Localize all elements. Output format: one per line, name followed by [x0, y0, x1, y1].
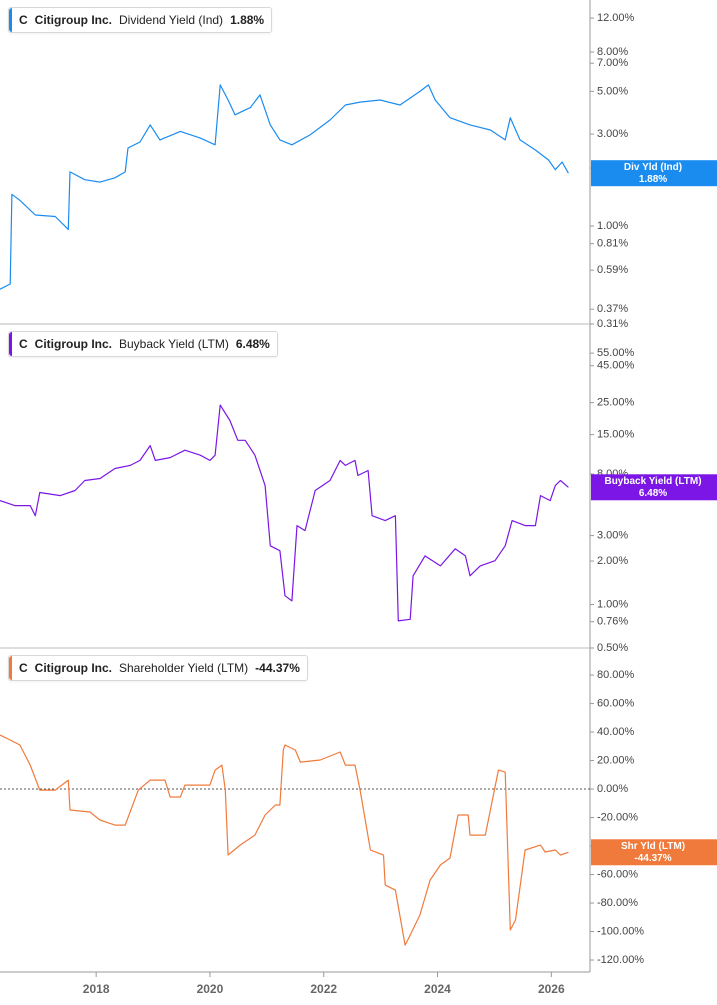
legend-series: Shareholder Yield (LTM) [119, 661, 249, 675]
legend-company: Citigroup Inc. [34, 337, 112, 351]
badge-value: -44.37% [634, 853, 671, 864]
badge-value: 1.88% [639, 174, 667, 185]
legend-value: 6.48% [235, 337, 270, 351]
legend-series: Buyback Yield (LTM) [119, 337, 229, 351]
y-tick-label: 1.00% [597, 598, 628, 610]
y-tick-label: 3.00% [597, 530, 628, 542]
y-tick-label: 60.00% [597, 697, 635, 709]
y-tick-label: 0.37% [597, 303, 628, 315]
y-tick-label: 45.00% [597, 360, 635, 372]
y-tick-label: 8.00% [597, 46, 628, 58]
y-tick-label: 12.00% [597, 12, 635, 24]
legend-company: Citigroup Inc. [34, 13, 112, 27]
legend: C Citigroup Inc. Buyback Yield (LTM) 6.48% [8, 331, 278, 357]
y-tick-label: 0.59% [597, 264, 628, 276]
x-tick-label: 2022 [310, 982, 337, 996]
x-tick-label: 2024 [424, 982, 451, 996]
y-tick-label: 0.76% [597, 616, 628, 628]
y-tick-label: -120.00% [597, 954, 644, 966]
x-tick-label: 2020 [197, 982, 224, 996]
y-tick-label: 3.00% [597, 128, 628, 140]
y-tick-label: 0.00% [597, 783, 628, 795]
y-tick-label: 15.00% [597, 429, 635, 441]
legend-value: -44.37% [255, 661, 300, 675]
legend: C Citigroup Inc. Dividend Yield (Ind) 1.88% [8, 7, 273, 33]
x-tick-label: 2018 [83, 982, 110, 996]
y-tick-label: 5.00% [597, 85, 628, 97]
value-badge [591, 839, 717, 866]
legend-ticker: C [19, 337, 28, 351]
series-line [0, 84, 569, 290]
badge-label: Shr Yld (LTM) [621, 841, 685, 852]
y-tick-label: -60.00% [597, 868, 638, 880]
y-tick-label: 40.00% [597, 726, 635, 738]
y-tick-label: -80.00% [597, 897, 638, 909]
legend-ticker: C [19, 661, 28, 675]
legend-ticker: C [19, 13, 28, 27]
series-line [0, 404, 569, 622]
legend-color [9, 656, 12, 680]
value-badge [591, 160, 717, 187]
badge-label: Buyback Yield (LTM) [604, 476, 701, 487]
y-tick-label: 80.00% [597, 669, 635, 681]
series-line [0, 734, 569, 946]
x-tick-label: 2026 [538, 982, 565, 996]
legend-color [9, 332, 12, 356]
y-tick-label: -100.00% [597, 925, 644, 937]
y-tick-label: 7.00% [597, 57, 628, 69]
legend-value: 1.88% [230, 13, 265, 27]
y-tick-label: 20.00% [597, 754, 635, 766]
legend: C Citigroup Inc. Shareholder Yield (LTM) -4… [8, 655, 308, 681]
y-tick-label: 2.00% [597, 555, 628, 567]
y-tick-label: 25.00% [597, 396, 635, 408]
y-tick-label: -20.00% [597, 811, 638, 823]
badge-label: Div Yld (Ind) [624, 162, 682, 173]
badge-value: 6.48% [639, 488, 667, 499]
y-tick-label: 0.81% [597, 238, 628, 250]
value-badge [591, 474, 717, 501]
y-tick-label: 0.31% [597, 318, 628, 330]
legend-series: Dividend Yield (Ind) [119, 13, 224, 27]
legend-company: Citigroup Inc. [34, 661, 112, 675]
legend-color [9, 8, 12, 32]
y-tick-label: 55.00% [597, 347, 635, 359]
y-tick-label: 1.00% [597, 220, 628, 232]
y-tick-label: 0.50% [597, 642, 628, 654]
